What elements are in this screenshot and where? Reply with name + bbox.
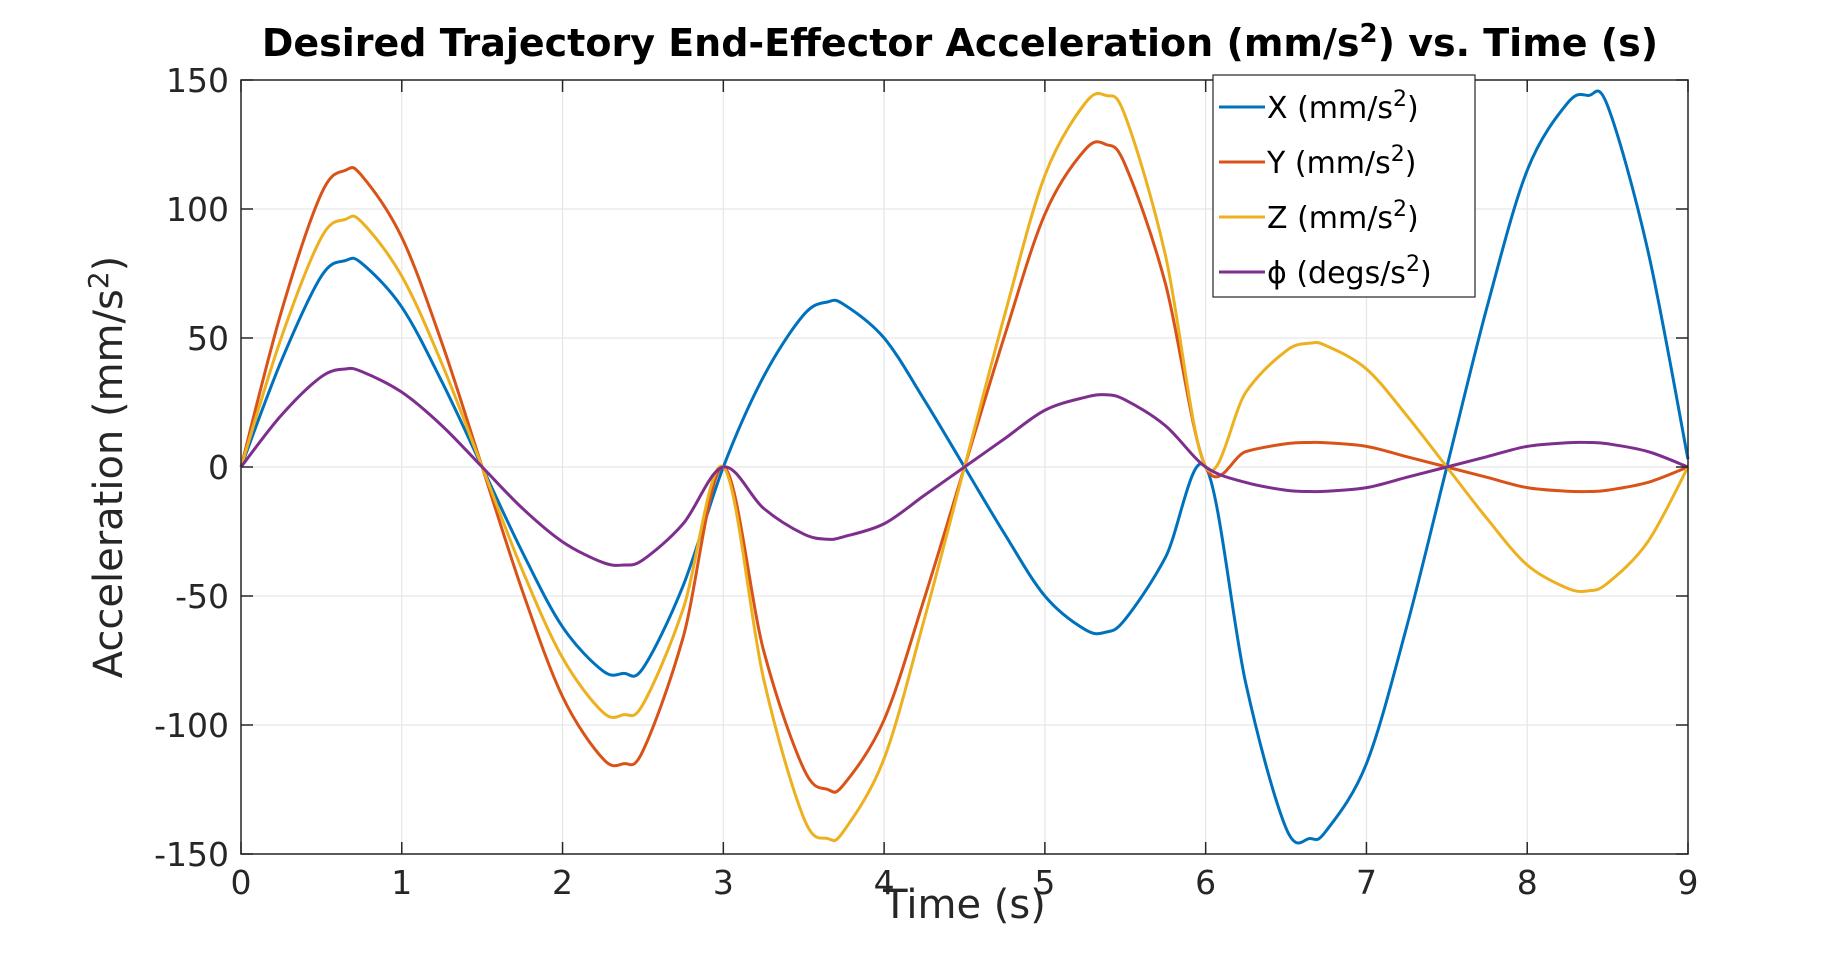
- legend-label-1: X (mm/s2): [1267, 87, 1419, 126]
- x-axis-label: Time (s): [882, 882, 1046, 928]
- y-tick-label: -50: [175, 577, 229, 616]
- legend-box: [1212, 74, 1476, 298]
- x-axis: 0 1 2 3 4 5 6 7 8 9: [231, 80, 1699, 902]
- legend-label-3: Z (mm/s2): [1267, 197, 1419, 236]
- x-tick-label: 0: [231, 863, 252, 902]
- series-line-1: [239, 89, 1690, 845]
- x-tick-label: 8: [1517, 863, 1538, 902]
- y-tick-label: -150: [154, 835, 229, 874]
- y-tick-label: 0: [208, 448, 229, 487]
- x-tick-label: 3: [713, 863, 734, 902]
- y-tick-label: 150: [166, 61, 229, 100]
- plot-area: [239, 89, 1690, 845]
- legend: X (mm/s2) Y (mm/s2) Z (mm/s2) ϕ (degs/s2): [1212, 74, 1476, 298]
- x-tick-label: 5: [1034, 863, 1055, 902]
- y-tick-label: -100: [154, 706, 229, 745]
- x-tick-label: 6: [1195, 863, 1216, 902]
- x-tick-label: 7: [1356, 863, 1377, 902]
- y-axis: -150 -100 -50 0 50 100 150: [154, 61, 1688, 874]
- legend-label-4: ϕ (degs/s2): [1267, 252, 1432, 291]
- y-tick-label: 50: [187, 319, 229, 358]
- legend-label-2: Y (mm/s2): [1266, 142, 1416, 181]
- x-tick-label: 1: [391, 863, 412, 902]
- x-tick-label: 2: [552, 863, 573, 902]
- series-line-4: [239, 366, 1689, 567]
- y-axis-label: Acceleration (mm/s2): [82, 256, 132, 679]
- series-line-2: [239, 140, 1689, 794]
- y-tick-label: 100: [166, 190, 229, 229]
- x-tick-label: 4: [874, 863, 895, 902]
- x-tick-label: 9: [1678, 863, 1699, 902]
- chart-title: Desired Trajectory End-Effector Accelera…: [262, 19, 1658, 65]
